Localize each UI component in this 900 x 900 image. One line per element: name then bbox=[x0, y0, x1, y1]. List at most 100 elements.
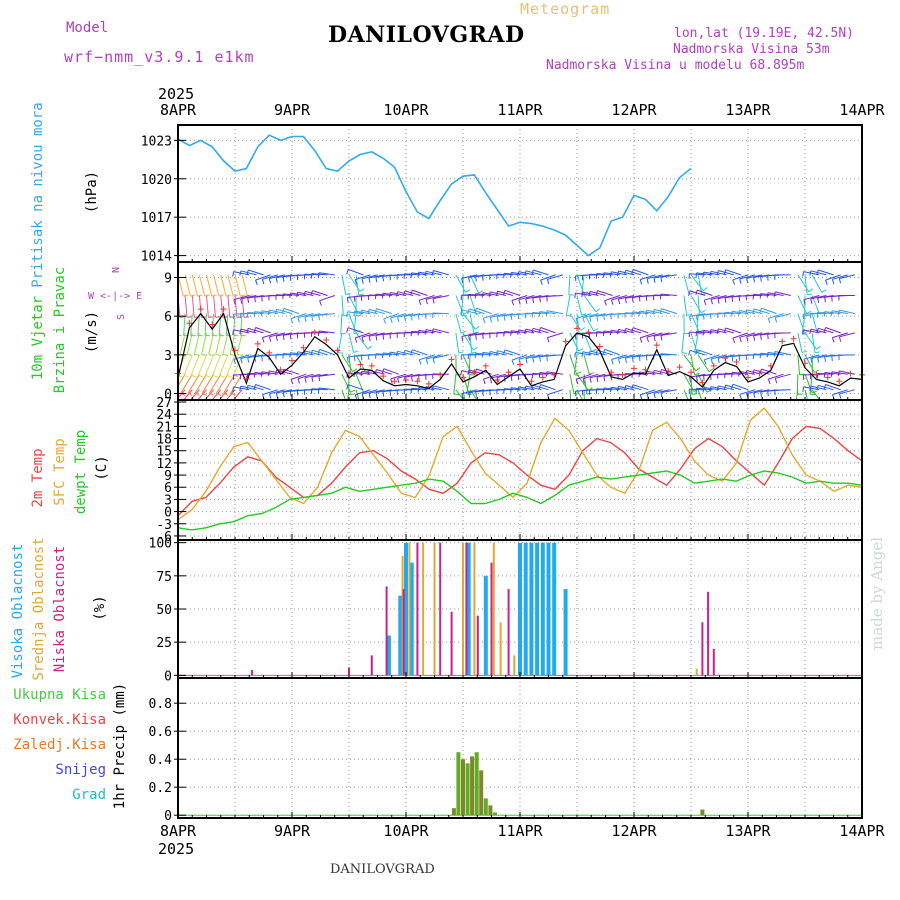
wind-barb-flag bbox=[709, 329, 712, 335]
wind-barb-flag bbox=[239, 386, 242, 392]
wind-barb bbox=[418, 329, 435, 334]
wind-barb bbox=[347, 384, 364, 391]
precip-bar bbox=[470, 756, 475, 816]
wind-gust-mark bbox=[642, 366, 649, 373]
wind-barb-flag bbox=[254, 297, 256, 303]
wind-barb-flag bbox=[219, 374, 225, 378]
dewpoint-line bbox=[177, 470, 863, 531]
wind-barb bbox=[347, 327, 364, 334]
wind-barb-flag bbox=[411, 315, 413, 321]
mid-cloud-bar bbox=[408, 542, 411, 676]
wind-barb bbox=[425, 270, 442, 276]
wind-barb-flag bbox=[232, 386, 234, 392]
wind-barb bbox=[404, 349, 421, 356]
wind-barb-flag bbox=[752, 369, 755, 375]
wind-barb-flag bbox=[538, 384, 541, 390]
wind-barb bbox=[811, 274, 823, 293]
wind-barb-flag bbox=[540, 279, 543, 285]
wind-barb-flag bbox=[417, 387, 420, 393]
wind-gust-mark bbox=[551, 371, 558, 378]
y-tick-label: -6 bbox=[156, 530, 172, 545]
wind-barb bbox=[376, 369, 392, 375]
wind-barb bbox=[225, 389, 236, 400]
wind-barb-flag bbox=[631, 357, 634, 363]
wind-barb bbox=[732, 332, 749, 339]
wind-barb bbox=[433, 385, 449, 391]
wind-barb bbox=[354, 274, 371, 281]
wind-barb-flag bbox=[346, 357, 349, 363]
wind-barb-flag bbox=[760, 276, 762, 282]
wind-barb bbox=[220, 295, 224, 318]
wind-barb-flag bbox=[739, 337, 742, 343]
wind-gust-mark bbox=[391, 378, 398, 385]
wind-barb-flag bbox=[382, 293, 384, 299]
wind-barb bbox=[337, 332, 343, 353]
wind-barb bbox=[825, 384, 841, 391]
wind-barb-flag bbox=[609, 271, 612, 277]
wind-barb-flag bbox=[759, 368, 762, 374]
wind-gust-mark bbox=[437, 371, 444, 378]
y-tick-label: 0 bbox=[164, 669, 172, 684]
wind-barb bbox=[455, 313, 462, 334]
wind-barb bbox=[206, 295, 209, 318]
wind-barb bbox=[804, 332, 817, 350]
wind-barb bbox=[240, 328, 257, 334]
wind-sublabel: Brzina i Pravac bbox=[52, 267, 68, 393]
wind-barb bbox=[269, 332, 286, 338]
wind-barb bbox=[639, 274, 656, 281]
wind-barb-flag bbox=[689, 377, 692, 383]
wind-barb bbox=[368, 274, 385, 279]
wind-barb-flag bbox=[774, 317, 778, 323]
wind-barb-flag bbox=[695, 289, 698, 295]
y-tick-label: 3 bbox=[164, 349, 172, 364]
wind-barb-flag bbox=[581, 313, 587, 316]
wind-barb bbox=[718, 385, 734, 391]
y-tick-label: 12 bbox=[156, 457, 172, 472]
wind-barb-flag bbox=[688, 292, 694, 295]
wind-barb-flag bbox=[652, 309, 655, 315]
x-tick-label-bottom: 8APR bbox=[160, 822, 197, 840]
wind-gust-mark bbox=[403, 377, 409, 384]
wind-barb-flag bbox=[404, 316, 406, 322]
wind-barb bbox=[832, 389, 848, 396]
wind-barb-flag bbox=[511, 359, 515, 365]
wind-barb bbox=[589, 350, 606, 356]
wind-gust-mark bbox=[380, 373, 387, 380]
wind-barb-flag bbox=[723, 269, 727, 275]
wind-barb bbox=[397, 313, 414, 318]
wind-barb-flag bbox=[383, 318, 386, 324]
wind-barb bbox=[468, 389, 485, 394]
wind-barb-flag bbox=[375, 392, 378, 398]
wind-barb-flag bbox=[361, 336, 364, 343]
wind-barb bbox=[640, 389, 656, 396]
wind-gust-mark bbox=[813, 371, 820, 378]
wind-gust-mark bbox=[779, 338, 786, 345]
wind-barb bbox=[290, 313, 307, 319]
wind-barb-flag bbox=[261, 337, 265, 343]
wind-barb-flag bbox=[816, 345, 821, 350]
wind-barb-flag bbox=[268, 278, 272, 284]
wind-barb bbox=[654, 308, 670, 315]
wind-barb bbox=[511, 354, 528, 361]
wind-barb-flag bbox=[319, 300, 322, 306]
wind-barb-flag bbox=[638, 356, 641, 362]
wind-barb-flag bbox=[468, 392, 471, 398]
wind-barb-flag bbox=[338, 352, 344, 354]
wind-barb bbox=[276, 308, 293, 315]
wind-barb bbox=[546, 295, 563, 297]
wind-barb bbox=[241, 274, 248, 297]
wind-barb-flag bbox=[368, 336, 371, 342]
wind-barb-flag bbox=[639, 394, 643, 400]
wind-barb-flag bbox=[589, 377, 592, 383]
wind-barb bbox=[596, 331, 613, 334]
wind-barb-flag bbox=[546, 337, 550, 343]
wind-barb-flag bbox=[753, 335, 756, 341]
high-cloud-bar bbox=[518, 542, 522, 676]
y-tick-label: 50 bbox=[156, 603, 172, 618]
wind-barb bbox=[583, 295, 597, 312]
wind-barb-flag bbox=[702, 387, 705, 393]
wind-barb bbox=[233, 295, 250, 301]
wind-barb-flag bbox=[216, 392, 222, 396]
wind-barb-flag bbox=[221, 407, 225, 410]
wind-barb-flag bbox=[190, 374, 196, 378]
